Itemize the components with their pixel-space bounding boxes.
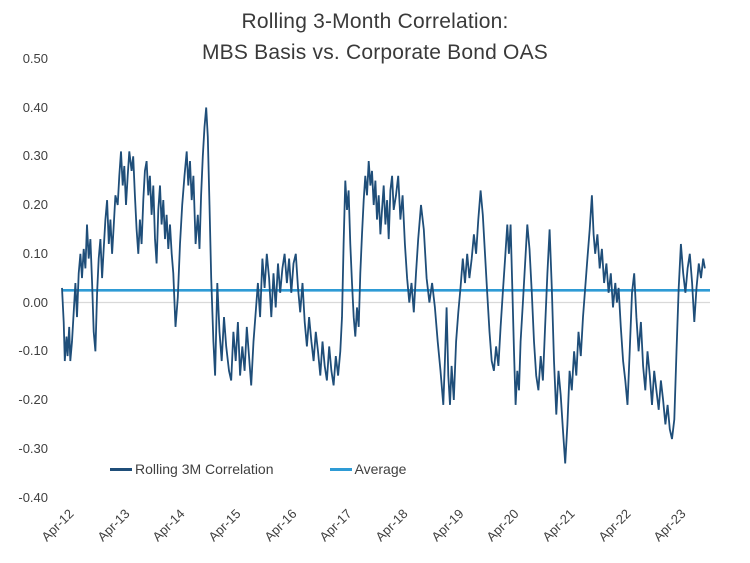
- y-tick-label: -0.10: [18, 343, 48, 359]
- y-tick-label: 0.20: [22, 197, 48, 212]
- y-tick-label: 0.10: [22, 245, 48, 261]
- chart-title-line2: MBS Basis vs. Corporate Bond OAS: [201, 41, 549, 64]
- legend-label-average: Average: [354, 461, 407, 477]
- y-tick-label: 0.30: [22, 148, 48, 164]
- y-tick-label: 0.50: [22, 50, 48, 66]
- correlation-line: [61, 107, 706, 464]
- y-tick-label: -0.20: [18, 392, 48, 407]
- legend: Rolling 3M Correlation Average: [110, 461, 406, 477]
- legend-label-rolling-3m-correlation: Rolling 3M Correlation: [135, 461, 274, 477]
- y-tick-label: 0.00: [22, 294, 48, 310]
- legend-item-average: Average: [329, 461, 407, 477]
- chart-title: Rolling 3-Month Correlation: MBS Basis v…: [0, 6, 750, 68]
- rolling-correlation-line-swatch-icon: [110, 467, 132, 471]
- y-tick-label: -0.30: [18, 440, 48, 456]
- chart-title-line1: Rolling 3-Month Correlation:: [241, 10, 509, 33]
- average-line-swatch-icon: [329, 467, 352, 471]
- y-tick-label: -0.40: [18, 489, 48, 505]
- y-tick-label: 0.40: [22, 99, 48, 115]
- legend-item-rolling-3m-correlation: Rolling 3M Correlation: [110, 461, 274, 477]
